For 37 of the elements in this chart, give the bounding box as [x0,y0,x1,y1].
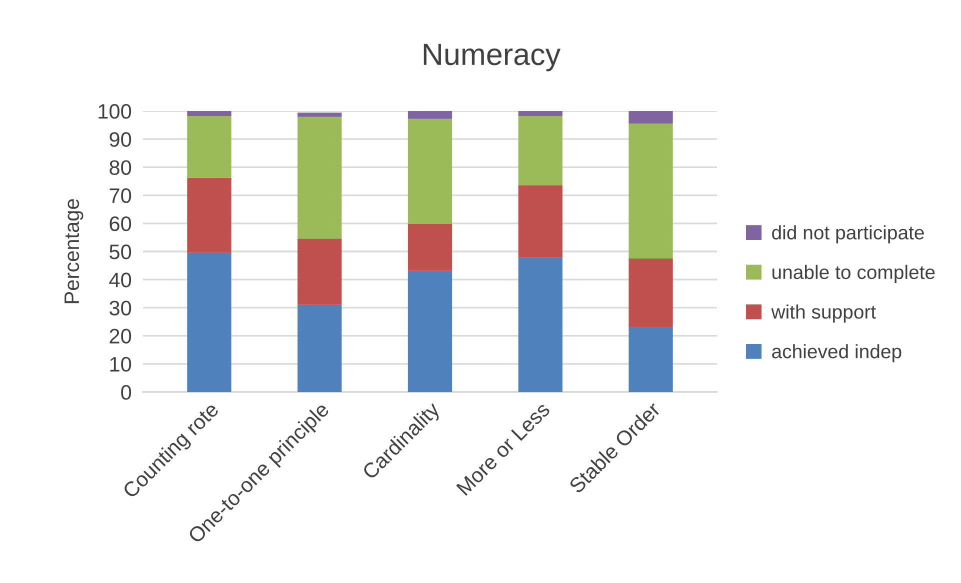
bar [187,178,232,253]
y-tick-label: 40 [109,272,132,288]
bar [518,258,562,392]
y-tick-label: 30 [110,300,132,316]
bar [408,270,452,392]
bar [628,258,673,327]
y-tick-label: 70 [110,188,132,204]
y-tick-label: 0 [121,385,132,400]
bar [408,111,452,119]
legend-label: unable to complete [772,264,935,283]
legend-label: did not participate [772,225,924,244]
bar [298,116,342,239]
y-tick-label: 50 [110,244,132,260]
bar [518,116,562,186]
bar [187,116,232,178]
bar [298,304,342,392]
y-axis-title: Percentage [64,199,84,304]
legend-label: with support [771,304,876,323]
y-tick-label: 20 [110,328,132,344]
y-tick-label: 80 [110,160,132,175]
bar [518,185,562,258]
y-tick-label: 100 [98,104,132,119]
y-tick-label: 10 [110,356,132,372]
bar [628,111,673,124]
bar [298,238,342,305]
bar [518,111,562,116]
legend-label: achieved indep [772,344,902,362]
bar [408,118,452,224]
bar [628,124,673,259]
chart-title: Numeracy [424,44,561,72]
bar [187,111,232,116]
y-tick-label: 60 [110,216,132,232]
bar [628,326,673,392]
bar [298,112,342,117]
bar [187,252,232,392]
y-tick-label: 90 [110,132,132,147]
bar [408,224,452,271]
